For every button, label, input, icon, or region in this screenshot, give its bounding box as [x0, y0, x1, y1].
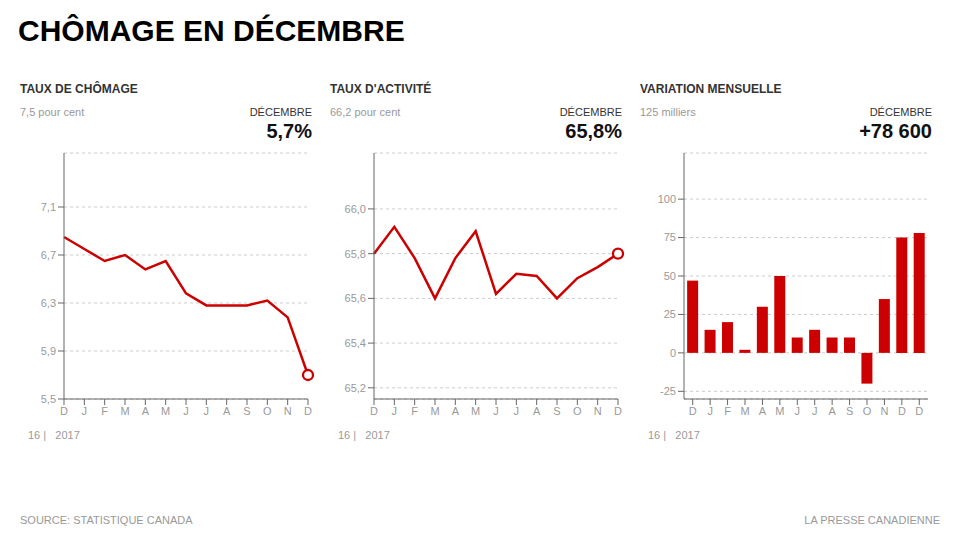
svg-text:66,0: 66,0 — [345, 203, 366, 215]
svg-text:J: J — [204, 405, 210, 417]
svg-text:6,7: 6,7 — [41, 249, 56, 261]
svg-text:J: J — [795, 405, 801, 417]
svg-text:A: A — [223, 405, 231, 417]
html-text:CHÔMAGE EN DÉCEMBRE: CHÔMAGE EN DÉCEMBRE — [18, 14, 405, 47]
html-text:DÉCEMBRE: DÉCEMBRE — [559, 106, 622, 118]
svg-text:A: A — [759, 405, 767, 417]
svg-text:D: D — [304, 405, 312, 417]
svg-text:65,2: 65,2 — [345, 382, 366, 394]
svg-text:M: M — [120, 405, 129, 417]
svg-text:J: J — [183, 405, 189, 417]
svg-text:O: O — [863, 405, 872, 417]
svg-text:25: 25 — [664, 308, 676, 320]
svg-text:6,3: 6,3 — [41, 297, 56, 309]
svg-text:F: F — [101, 405, 108, 417]
svg-text:D: D — [614, 405, 622, 417]
html-text:16 | 2017: 16 | 2017 — [28, 429, 80, 441]
svg-text:50: 50 — [664, 270, 676, 282]
svg-text:D: D — [370, 405, 378, 417]
svg-text:J: J — [392, 405, 398, 417]
svg-text:M: M — [471, 405, 480, 417]
svg-text:M: M — [740, 405, 749, 417]
svg-text:65,8: 65,8 — [345, 248, 366, 260]
html-text:7,5 pour cent: 7,5 pour cent — [20, 106, 85, 118]
svg-text:D: D — [898, 405, 906, 417]
svg-text:75: 75 — [664, 231, 676, 243]
svg-text:-25: -25 — [660, 385, 676, 397]
svg-text:J: J — [82, 405, 88, 417]
svg-text:D: D — [60, 405, 68, 417]
svg-text:M: M — [775, 405, 784, 417]
html-text:TAUX D'ACTIVITÉ: TAUX D'ACTIVITÉ — [330, 82, 432, 96]
svg-text:F: F — [411, 405, 418, 417]
svg-text:S: S — [846, 405, 853, 417]
html-text:LA PRESSE CANADIENNE: LA PRESSE CANADIENNE — [804, 514, 940, 526]
svg-text:0: 0 — [670, 347, 676, 359]
svg-text:M: M — [161, 405, 170, 417]
html-text:5,7%: 5,7% — [266, 120, 312, 142]
svg-text:A: A — [452, 405, 460, 417]
svg-text:J: J — [707, 405, 713, 417]
svg-text:S: S — [243, 405, 250, 417]
html-text:VARIATION MENSUELLE: VARIATION MENSUELLE — [640, 82, 782, 96]
svg-text:A: A — [828, 405, 836, 417]
html-text:+78 600: +78 600 — [859, 120, 932, 142]
svg-text:A: A — [142, 405, 150, 417]
html-text:DÉCEMBRE: DÉCEMBRE — [869, 106, 932, 118]
html-text:SOURCE: STATISTIQUE CANADA: SOURCE: STATISTIQUE CANADA — [20, 514, 193, 526]
svg-text:N: N — [880, 405, 888, 417]
svg-text:N: N — [594, 405, 602, 417]
html-text:DÉCEMBRE: DÉCEMBRE — [249, 106, 312, 118]
svg-text:J: J — [812, 405, 818, 417]
svg-text:5,9: 5,9 — [41, 345, 56, 357]
svg-text:O: O — [573, 405, 582, 417]
svg-text:J: J — [514, 405, 520, 417]
svg-text:65,6: 65,6 — [345, 292, 366, 304]
html-text:125 milliers: 125 milliers — [640, 106, 696, 118]
svg-text:D: D — [689, 405, 697, 417]
html-text:TAUX DE CHÔMAGE: TAUX DE CHÔMAGE — [20, 82, 138, 96]
html-text:66,2 pour cent: 66,2 pour cent — [330, 106, 401, 118]
svg-text:65,4: 65,4 — [345, 337, 366, 349]
svg-text:A: A — [533, 405, 541, 417]
svg-text:100: 100 — [658, 193, 676, 205]
svg-text:F: F — [724, 405, 731, 417]
svg-text:M: M — [430, 405, 439, 417]
svg-text:7,1: 7,1 — [41, 201, 56, 213]
svg-text:N: N — [284, 405, 292, 417]
html-text:16 | 2017: 16 | 2017 — [648, 429, 700, 441]
html-text:65,8%: 65,8% — [565, 120, 622, 142]
svg-text:O: O — [263, 405, 272, 417]
svg-text:J: J — [493, 405, 499, 417]
svg-text:5,5: 5,5 — [41, 393, 56, 405]
svg-text:D: D — [915, 405, 923, 417]
svg-text:S: S — [553, 405, 560, 417]
html-text:16 | 2017: 16 | 2017 — [338, 429, 390, 441]
